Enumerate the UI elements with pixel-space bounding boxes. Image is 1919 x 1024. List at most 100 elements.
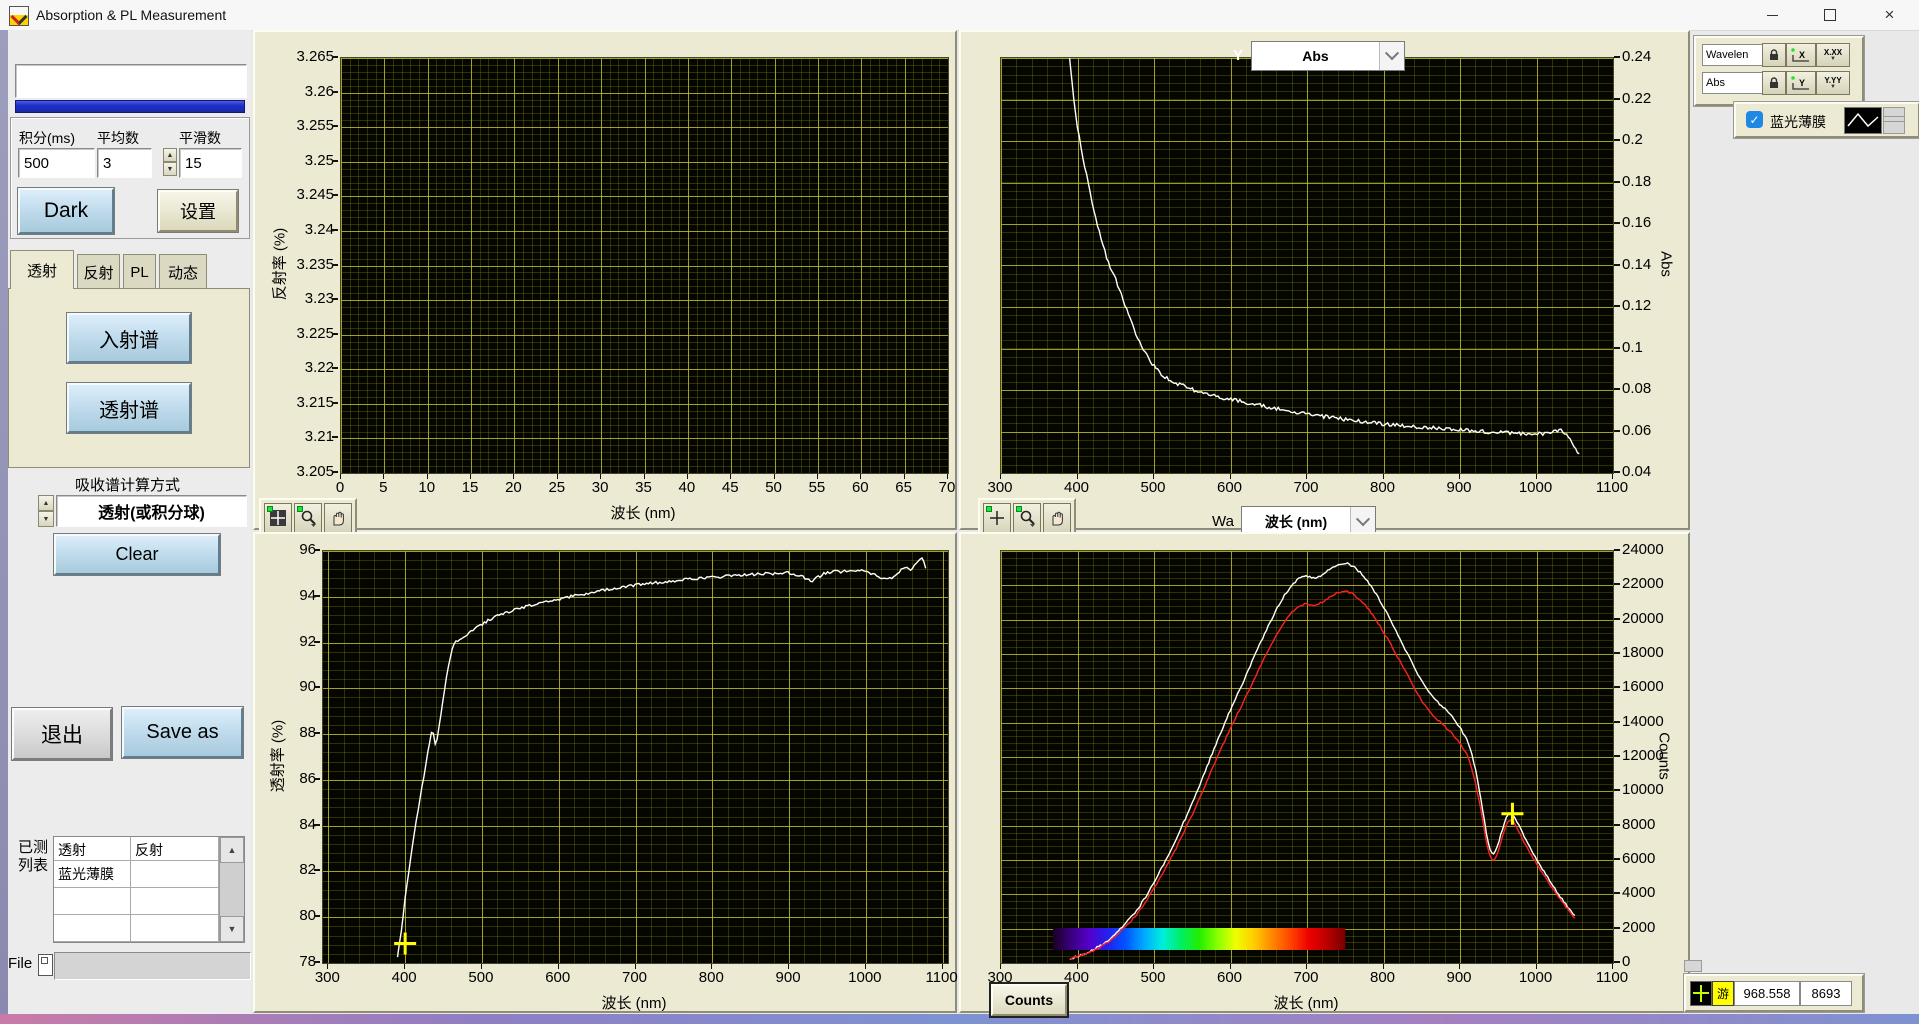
plot-visible-checkbox[interactable]: ✓ [1746, 111, 1763, 128]
table-row[interactable] [54, 915, 244, 942]
window-bottom-edge [0, 1014, 1919, 1024]
close-button[interactable]: × [1884, 5, 1895, 24]
incident-spectrum-button[interactable]: 入射谱 [67, 313, 191, 363]
y-axis-tick-mark [332, 194, 338, 197]
y-axis-tick-label: 8000 [1622, 815, 1656, 833]
transmittance-plot-area[interactable] [322, 550, 949, 964]
y-format-label: Y.YY [1824, 75, 1842, 85]
x-axis-tick-label: 700 [1293, 479, 1319, 496]
stepper-down-icon[interactable]: ▼ [38, 511, 54, 527]
y-axis-tick-label: 88 [299, 724, 316, 742]
x-format-button[interactable]: X.XX ▼ [1816, 43, 1850, 67]
x-axis-tick-label: 800 [698, 969, 724, 986]
scroll-up-icon[interactable]: ▲ [220, 837, 244, 863]
series-line [1069, 590, 1576, 960]
save-as-button[interactable]: Save as [122, 707, 243, 758]
measured-table[interactable]: 透射 反射 蓝光薄膜 ▲ ▼ [53, 836, 245, 943]
file-path-input[interactable] [54, 952, 251, 980]
smooth-input[interactable]: 15 [179, 148, 242, 178]
tab-pl[interactable]: PL [123, 254, 156, 289]
absorbance-plot-area[interactable] [1000, 57, 1614, 474]
abs-calc-selector[interactable]: 透射(或积分球) [56, 495, 247, 527]
tab-transmission[interactable]: 透射 [10, 250, 74, 289]
chevron-down-icon [1355, 512, 1371, 527]
transmission-spectrum-button[interactable]: 透射谱 [67, 383, 191, 433]
x-scale-name[interactable]: Wavelen [1702, 44, 1763, 66]
y-axis-tick-mark [332, 298, 338, 301]
scale-legend: Wavelen X X.XX ▼ Abs Y Y.YY ▼ [1694, 36, 1864, 106]
dropdown-button[interactable] [1379, 42, 1404, 70]
y-axis-tick-label: 18000 [1622, 644, 1664, 661]
zoom-tool-button[interactable] [1013, 503, 1041, 533]
table-cell[interactable] [131, 888, 219, 915]
pan-tool-button[interactable] [324, 503, 352, 533]
y-axis-tick-label: 0.16 [1622, 214, 1652, 231]
x-axis-tick-mark [513, 474, 515, 479]
x-scale-lock-button[interactable] [1762, 43, 1786, 67]
transmittance-chart-panel: 透射率 (%) 波长 (nm) 300 400 500 600 700 800 900 100… [253, 532, 958, 1013]
x-axis-tick-label: 900 [775, 969, 801, 986]
y-scale-lock-button[interactable] [1762, 71, 1786, 95]
settings-button[interactable]: 设置 [158, 190, 238, 232]
zoom-tool-button[interactable] [294, 503, 322, 533]
y-axis-tick-mark [332, 228, 338, 231]
table-cell[interactable] [54, 915, 131, 942]
smooth-stepper[interactable]: ▲ ▼ [163, 148, 177, 176]
dark-button[interactable]: Dark [18, 188, 114, 234]
average-input[interactable]: 3 [97, 148, 152, 178]
table-cell[interactable]: 蓝光薄膜 [54, 861, 131, 888]
plot-svg [341, 58, 948, 473]
reflectance-plot-area[interactable] [340, 57, 949, 474]
y-axis-tick-label: 90 [299, 678, 316, 696]
integration-input[interactable]: 500 [18, 148, 95, 178]
active-led-icon [297, 506, 303, 512]
counts-plot-area[interactable] [1000, 550, 1614, 964]
plot-svg [1001, 58, 1613, 473]
file-path-icon[interactable] [38, 954, 53, 976]
x-axis-tick-mark [1306, 474, 1307, 479]
legend-scroll-thumb[interactable] [1883, 107, 1905, 134]
maximize-button[interactable] [1802, 0, 1858, 30]
table-row[interactable]: 蓝光薄膜 [54, 861, 244, 888]
plot-svg [1001, 551, 1613, 963]
x-axis-tick-label: 50 [765, 479, 782, 496]
y-autoscale-button[interactable]: Y [1786, 71, 1816, 95]
table-row[interactable] [54, 888, 244, 915]
table-cell[interactable] [131, 861, 219, 888]
x-axis-tick-label: 1000 [1518, 479, 1553, 496]
dropdown-arrow-icon: ▼ [1830, 83, 1836, 90]
y-scale-name[interactable]: Abs [1702, 72, 1763, 94]
x-axis-tick-label: 900 [1446, 969, 1472, 986]
cursor-tool-button[interactable] [983, 503, 1011, 533]
table-cell[interactable] [54, 888, 131, 915]
pan-tool-button[interactable] [1043, 503, 1071, 533]
exit-button[interactable]: 退出 [12, 708, 112, 760]
tab-reflection[interactable]: 反射 [77, 254, 120, 289]
y-axis-tick-mark [314, 823, 320, 826]
x-axis-tick-mark [730, 474, 732, 479]
y-axis-selector-dropdown[interactable]: Abs [1251, 41, 1405, 71]
cursor-tool-button[interactable] [264, 503, 292, 533]
tab-dynamic[interactable]: 动态 [159, 254, 207, 289]
table-cell[interactable] [131, 915, 219, 942]
y-axis-tick-mark [1614, 686, 1620, 689]
stepper-up-icon[interactable]: ▲ [163, 148, 177, 162]
y-axis-tick-mark [314, 640, 320, 643]
counts-mode-button[interactable]: Counts [991, 984, 1067, 1016]
table-header-cell: 透射 [54, 837, 131, 861]
y-format-button[interactable]: Y.YY ▼ [1816, 71, 1850, 95]
table-scrollbar[interactable]: ▲ ▼ [219, 837, 244, 942]
y-axis-tick-mark [1614, 429, 1620, 432]
minimize-button[interactable] [1744, 0, 1800, 30]
scroll-down-icon[interactable]: ▼ [220, 916, 244, 942]
scrollbar-fragment[interactable] [1684, 960, 1702, 972]
cursor-name-tag[interactable]: 游 [1712, 981, 1734, 1006]
stepper-down-icon[interactable]: ▼ [163, 162, 177, 176]
abs-calc-stepper[interactable]: ▲ ▼ [38, 495, 54, 527]
x-axis-tick-label: 600 [1216, 969, 1243, 986]
x-autoscale-button[interactable]: X [1786, 43, 1816, 67]
cursor-icon[interactable] [1690, 981, 1712, 1006]
clear-button[interactable]: Clear [54, 534, 220, 575]
stepper-up-icon[interactable]: ▲ [38, 495, 54, 511]
plot-line-sample[interactable] [1844, 107, 1882, 134]
